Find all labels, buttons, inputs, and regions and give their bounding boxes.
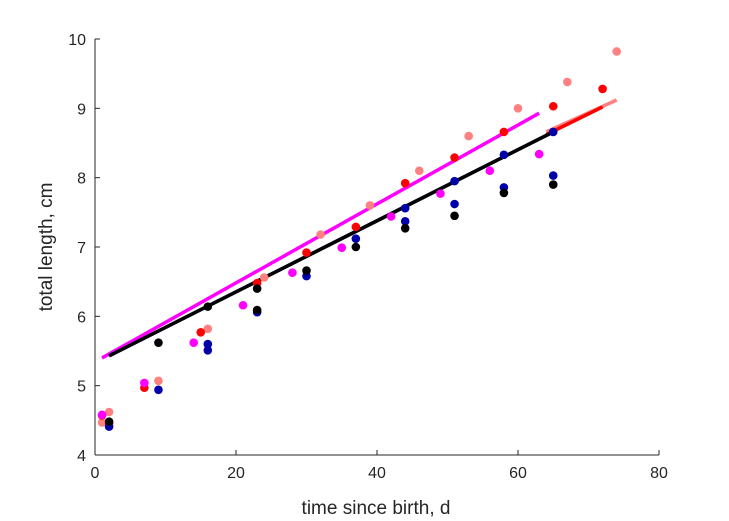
data-point-3-6 xyxy=(400,203,410,213)
data-point-4-10 xyxy=(548,180,558,189)
y-tick-label-0: 4 xyxy=(77,448,86,465)
axes: 0 20 40 60 80 4 5 6 7 8 9 10 xyxy=(68,32,668,482)
data-point-4-1 xyxy=(154,338,163,347)
data-point-4-2 xyxy=(203,302,213,311)
data-point-4-8 xyxy=(450,211,459,221)
x-tick-label-2: 40 xyxy=(368,465,386,482)
data-point-2-1 xyxy=(140,378,149,388)
y-tick-label-6: 10 xyxy=(68,32,86,49)
x-tick-label-4: 80 xyxy=(650,465,668,482)
data-point-3-8 xyxy=(499,150,509,160)
data-point-2-3 xyxy=(238,300,248,310)
x-tick-label-3: 60 xyxy=(509,465,527,482)
data-point-0-9 xyxy=(513,104,523,113)
data-point-2-5 xyxy=(337,243,347,252)
y-tick-label-3: 7 xyxy=(77,240,86,257)
data-point-1-9 xyxy=(499,127,509,137)
data-point-1-3 xyxy=(196,327,206,337)
y-tick-label-2: 6 xyxy=(77,309,86,326)
x-axis-label: time since birth, d xyxy=(302,498,451,519)
x-tick-label-1: 20 xyxy=(227,465,245,482)
data-point-2-4 xyxy=(288,268,297,277)
data-point-4-6 xyxy=(351,242,361,252)
data-point-0-7 xyxy=(415,166,424,176)
data-point-3-11 xyxy=(400,217,410,226)
data-point-2-8 xyxy=(485,166,495,176)
data-point-2-2 xyxy=(189,338,198,347)
data-point-2-6 xyxy=(386,212,396,221)
data-point-0-2 xyxy=(154,376,163,386)
data-point-3-10 xyxy=(203,339,213,349)
data-point-4-0 xyxy=(104,417,114,427)
data-point-3-2 xyxy=(203,346,213,355)
data-point-4-3 xyxy=(252,284,262,293)
data-point-0-5 xyxy=(316,230,325,239)
data-point-3-14 xyxy=(548,171,558,180)
plot-marks xyxy=(97,47,621,431)
data-point-4-4 xyxy=(252,305,262,315)
data-point-4-7 xyxy=(400,223,410,233)
data-point-1-5 xyxy=(302,248,311,257)
data-point-1-11 xyxy=(598,84,607,94)
y-tick-label-1: 5 xyxy=(77,379,86,396)
data-point-1-6 xyxy=(351,222,361,232)
data-point-0-0 xyxy=(97,418,107,427)
data-point-1-8 xyxy=(450,153,459,162)
y-tick-label-4: 8 xyxy=(77,171,86,188)
x-tick-label-0: 0 xyxy=(91,465,100,482)
data-point-0-6 xyxy=(365,201,375,210)
fit-line-4 xyxy=(108,130,555,358)
data-point-0-1 xyxy=(104,407,114,417)
data-point-0-8 xyxy=(464,131,473,141)
data-point-2-7 xyxy=(436,189,445,198)
data-point-3-1 xyxy=(154,385,163,395)
data-point-3-9 xyxy=(548,127,558,137)
data-point-0-11 xyxy=(612,47,621,56)
y-tick-label-5: 9 xyxy=(77,101,86,118)
data-point-1-10 xyxy=(548,101,558,111)
data-point-3-7 xyxy=(450,176,459,186)
data-point-0-3 xyxy=(203,324,213,334)
data-point-1-7 xyxy=(400,178,410,188)
data-point-3-12 xyxy=(450,199,459,209)
data-point-4-5 xyxy=(302,266,311,275)
y-axis-label: total length, cm xyxy=(36,183,57,312)
data-point-2-9 xyxy=(534,149,544,159)
data-point-0-10 xyxy=(563,77,572,87)
data-point-3-5 xyxy=(351,234,361,243)
data-point-0-4 xyxy=(259,273,269,282)
data-point-4-9 xyxy=(499,188,509,198)
data-point-2-0 xyxy=(97,410,107,420)
